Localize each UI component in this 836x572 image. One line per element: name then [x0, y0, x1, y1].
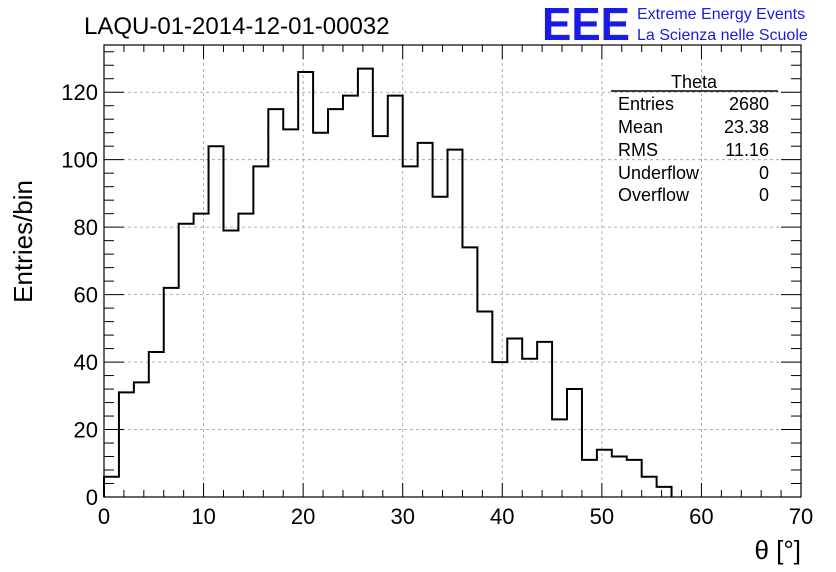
- histogram-bin: [283, 129, 298, 497]
- x-tick-label: 30: [390, 504, 414, 529]
- histogram-bin: [612, 457, 627, 497]
- histogram-bin: [627, 460, 642, 497]
- histogram-bin: [433, 197, 448, 497]
- histogram-outline: [103, 67, 673, 497]
- y-tick-label: 100: [61, 148, 98, 173]
- eee-logo: EEE Extreme Energy Events La Scienza nel…: [542, 0, 808, 50]
- stats-rms-value: 11.16: [725, 140, 769, 160]
- x-axis-title: θ [°]: [754, 535, 801, 565]
- y-tick-label: 20: [74, 418, 98, 443]
- histogram-bin: [149, 352, 164, 497]
- histogram-bin: [238, 214, 253, 497]
- histogram-bin: [104, 477, 119, 497]
- y-tick-label: 60: [74, 283, 98, 308]
- stats-rms-label: RMS: [618, 140, 658, 160]
- histogram-bin: [209, 146, 224, 497]
- histogram-bin: [657, 487, 672, 497]
- y-tick-label: 0: [86, 485, 98, 510]
- histogram-bin: [253, 166, 268, 497]
- histogram-bin: [597, 450, 612, 497]
- histogram-bin: [567, 389, 582, 497]
- eee-logo-letters: EEE: [542, 0, 630, 50]
- histogram-bin: [552, 419, 567, 497]
- eee-logo-line1: Extreme Energy Events: [637, 6, 805, 23]
- stats-entries-label: Entries: [618, 94, 674, 114]
- histogram-bin: [313, 133, 328, 497]
- histogram-bin: [358, 69, 373, 497]
- histogram-series: [103, 67, 673, 497]
- histogram-bin: [537, 342, 552, 497]
- histogram-bin: [164, 288, 179, 497]
- histogram-bin: [119, 392, 134, 497]
- histogram-bin: [462, 247, 477, 497]
- histogram-bin: [298, 72, 313, 497]
- stats-underflow-value: 0: [759, 163, 769, 183]
- histogram-bin: [448, 150, 463, 497]
- x-tick-label: 70: [789, 504, 813, 529]
- histogram-bin: [268, 109, 283, 497]
- histogram-bin: [582, 460, 597, 497]
- histogram-bin: [388, 96, 403, 497]
- histogram-bin: [194, 214, 209, 497]
- histogram-bin: [134, 382, 149, 497]
- stats-overflow-value: 0: [759, 185, 769, 205]
- stats-box: Theta Entries 2680 Mean 23.38 RMS 11.16 …: [611, 72, 778, 205]
- stats-box-title: Theta: [671, 72, 718, 92]
- x-tick-label: 40: [490, 504, 514, 529]
- y-tick-label: 120: [61, 80, 98, 105]
- x-tick-label: 60: [689, 504, 713, 529]
- grid-lines: [104, 45, 801, 497]
- histogram-bin: [507, 338, 522, 497]
- x-tick-label: 0: [98, 504, 110, 529]
- y-axis-title: Entries/bin: [8, 180, 38, 303]
- eee-logo-line2: La Scienza nelle Scuole: [637, 27, 808, 44]
- histogram-bin: [477, 311, 492, 497]
- histogram-bin: [418, 143, 433, 497]
- histogram-bin: [403, 166, 418, 497]
- y-tick-label: 80: [74, 215, 98, 240]
- axis-ticks: [103, 45, 802, 498]
- histogram-bin: [492, 362, 507, 497]
- histogram-bin: [179, 224, 194, 497]
- histogram-bin: [373, 136, 388, 497]
- y-tick-labels: 0 20 40 60 80 100 120: [61, 80, 98, 510]
- stats-mean-value: 23.38: [724, 117, 769, 137]
- stats-mean-label: Mean: [618, 117, 663, 137]
- plot-frame: [103, 44, 802, 498]
- stats-overflow-label: Overflow: [618, 185, 690, 205]
- stats-underflow-label: Underflow: [618, 163, 700, 183]
- histogram-bin: [642, 477, 657, 497]
- x-tick-label: 10: [191, 504, 215, 529]
- histogram-bin: [522, 359, 537, 497]
- histogram-bin: [223, 231, 238, 497]
- x-tick-label: 50: [590, 504, 614, 529]
- x-tick-label: 20: [291, 504, 315, 529]
- chart-title: LAQU-01-2014-12-01-00032: [84, 13, 390, 40]
- histogram-bin: [343, 96, 358, 497]
- stats-entries-value: 2680: [729, 94, 769, 114]
- x-tick-labels: 0 10 20 30 40 50 60 70: [98, 504, 813, 529]
- histogram-bin: [328, 109, 343, 497]
- y-tick-label: 40: [74, 350, 98, 375]
